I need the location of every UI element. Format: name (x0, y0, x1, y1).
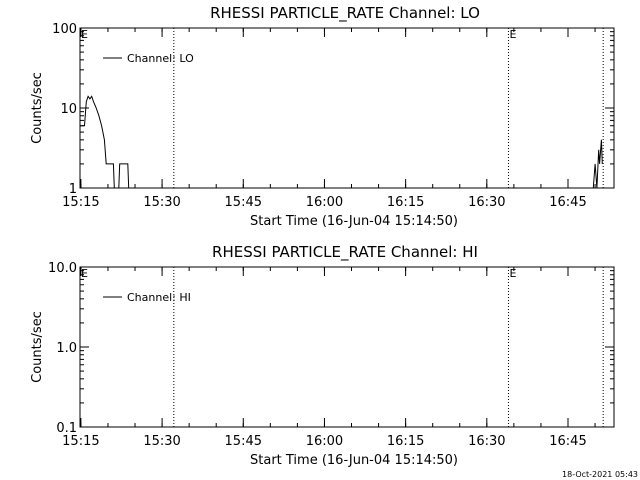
panel-lo-channel: RHESSI PARTICLE_RATE Channel: LO 1 10 100 15… (30, 4, 615, 229)
x-tick-label: 16:45 (549, 434, 586, 449)
x-tick-label: 16:30 (468, 195, 505, 210)
legend-entry: Channel: HI (127, 291, 191, 304)
x-tick-label: 15:45 (225, 434, 262, 449)
x-tick-label: 15:15 (62, 195, 99, 210)
legend-entry: Channel: LO (127, 52, 194, 65)
y-tick-label: 0.1 (56, 421, 77, 436)
x-tick-label: 16:15 (387, 434, 424, 449)
x-tick-label: 15:45 (225, 195, 262, 210)
series-line (80, 95, 130, 189)
y-tick-label: 10.0 (48, 261, 77, 276)
event-marker-label: E (509, 28, 516, 41)
x-tick-label: 16:00 (306, 434, 343, 449)
y-tick-label: 10 (60, 102, 77, 117)
panel-hi-channel: RHESSI PARTICLE_RATE Channel: HI 0.1 1.0 10… (30, 243, 615, 468)
x-tick-label: 16:00 (306, 195, 343, 210)
x-tick-label: 15:30 (143, 434, 180, 449)
x-tick-label: 16:15 (387, 195, 424, 210)
x-axis-label: Start Time (16-Jun-04 15:14:50) (250, 453, 458, 468)
y-axis-label: Counts/sec (30, 72, 45, 144)
y-tick-label: 100 (52, 22, 77, 37)
chart-title: RHESSI PARTICLE_RATE Channel: HI (212, 243, 478, 262)
series-line-late (592, 139, 603, 189)
x-tick-label: 15:30 (143, 195, 180, 210)
x-tick-label: 16:30 (468, 434, 505, 449)
y-axis-label: Counts/sec (30, 311, 45, 383)
event-marker-label: E (81, 28, 88, 41)
event-marker-label: E (81, 267, 88, 280)
generation-timestamp: 18-Oct-2021 05:43 (562, 470, 638, 479)
y-tick-label: 1 (69, 182, 77, 197)
y-tick-label: 1.0 (56, 341, 77, 356)
x-tick-label: 15:15 (62, 434, 99, 449)
x-tick-label: 16:45 (549, 195, 586, 210)
x-axis-label: Start Time (16-Jun-04 15:14:50) (250, 214, 458, 229)
chart-title: RHESSI PARTICLE_RATE Channel: LO (210, 4, 480, 23)
event-marker-label: E (509, 267, 516, 280)
